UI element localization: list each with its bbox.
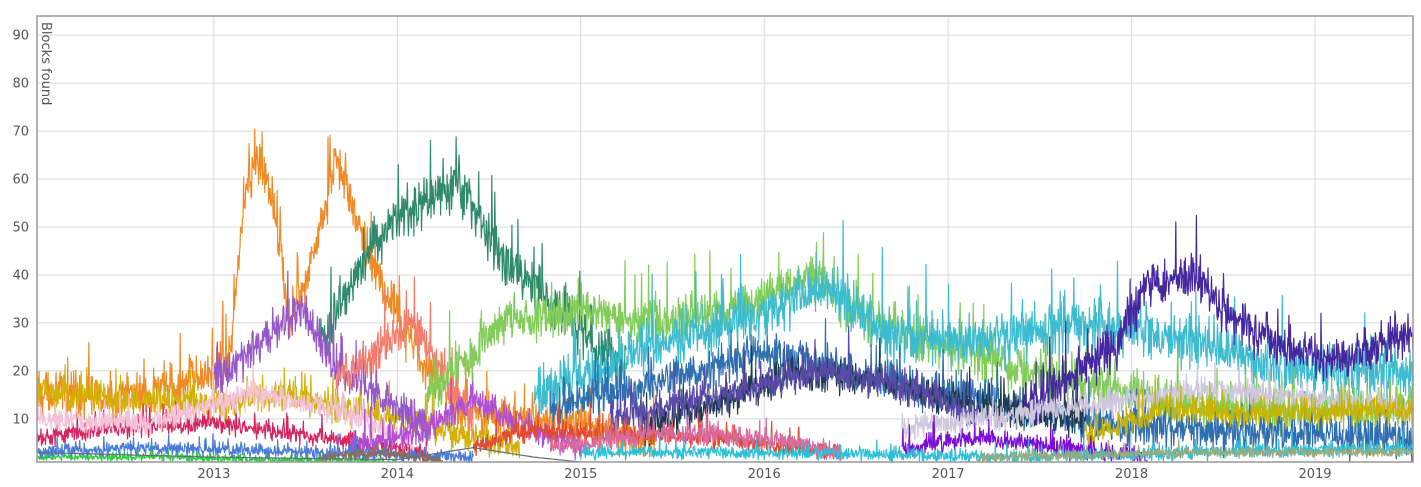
series-line	[213, 270, 428, 445]
series-line	[901, 362, 1413, 441]
series-line	[1023, 214, 1413, 426]
y-axis-ticks: 10 20 30 40 50 60 70 80 90	[12, 29, 29, 428]
y-tick-label: 10	[12, 412, 29, 427]
y-axis-title: Blocks found	[38, 22, 53, 105]
series-lines	[37, 128, 1413, 462]
y-tick-label: 80	[12, 77, 29, 92]
x-tick-label: 2019	[1298, 467, 1331, 482]
y-tick-label: 20	[12, 364, 29, 379]
x-tick-label: 2014	[381, 467, 414, 482]
series-line	[901, 415, 1148, 462]
series-line	[320, 440, 443, 462]
y-tick-label: 70	[12, 125, 29, 140]
series-line	[609, 325, 979, 437]
series-line	[37, 362, 414, 454]
series-line	[37, 447, 579, 462]
series-line	[1084, 374, 1413, 448]
x-tick-label: 2016	[748, 467, 781, 482]
x-axis-ticks: 2013 2014 2015 2016 2017 2018 2019	[197, 467, 1331, 482]
y-tick-label: 50	[12, 221, 29, 236]
series-line	[350, 372, 582, 462]
x-tick-label: 2013	[197, 467, 230, 482]
x-tick-label: 2017	[932, 467, 965, 482]
plot-frame	[36, 15, 1414, 463]
y-tick-label: 40	[12, 268, 29, 283]
y-tick-label: 90	[12, 29, 29, 44]
series-line	[335, 276, 474, 442]
x-tick-label: 2015	[564, 467, 597, 482]
x-tick-label: 2018	[1115, 467, 1148, 482]
series-line	[977, 438, 1413, 462]
y-tick-label: 30	[12, 316, 29, 331]
series-line	[533, 220, 1413, 415]
y-tick-label: 60	[12, 173, 29, 188]
